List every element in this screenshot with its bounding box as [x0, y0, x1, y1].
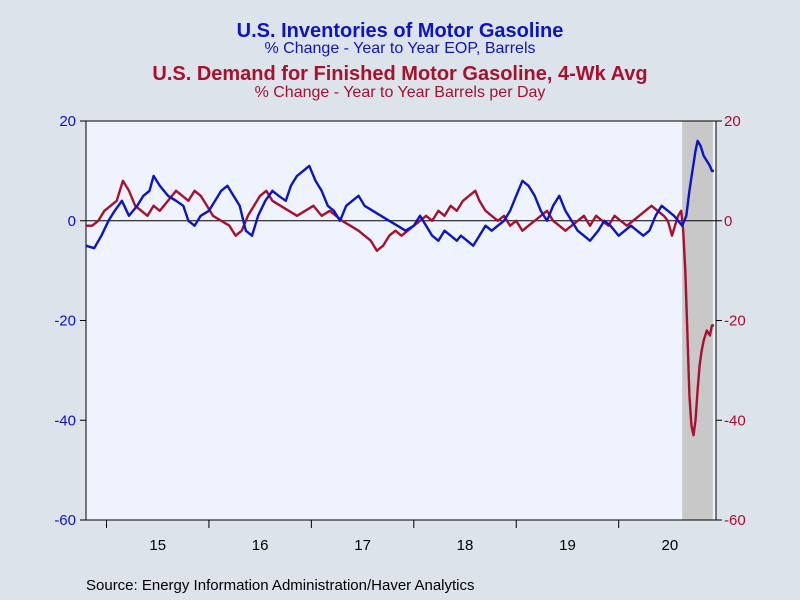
y-tick-label-left: 0: [68, 213, 76, 230]
y-tick-label-right: -60: [724, 512, 746, 529]
y-tick-label-right: -40: [724, 412, 746, 429]
inventories-series-line: [85, 139, 714, 250]
chart-title-demand: U.S. Demand for Finished Motor Gasoline,…: [152, 63, 648, 85]
x-tick-label: 19: [559, 537, 576, 554]
x-tick-label: 18: [457, 537, 474, 554]
x-tick-label: 16: [252, 537, 269, 554]
plot-area: [85, 120, 717, 521]
y-tick-label-left: -60: [54, 512, 76, 529]
chart-subtitle-inventories: % Change - Year to Year EOP, Barrels: [264, 40, 536, 57]
y-tick-label-right: 0: [724, 213, 732, 230]
chart-subtitle-demand: % Change - Year to Year Barrels per Day: [254, 84, 546, 101]
y-tick-label-left: -20: [54, 313, 76, 330]
demand-series-line: [86, 179, 714, 437]
y-tick-label-left: 20: [59, 113, 76, 130]
x-tick-label: 15: [149, 537, 166, 554]
x-tick-label: 20: [662, 537, 679, 554]
y-tick-label-left: -40: [54, 412, 76, 429]
y-tick-label-right: 20: [724, 113, 741, 130]
x-tick-label: 17: [354, 537, 371, 554]
chart-title-inventories: U.S. Inventories of Motor Gasoline: [236, 20, 564, 42]
source-note: Source: Energy Information Administratio…: [86, 577, 475, 594]
y-tick-label-right: -20: [724, 313, 746, 330]
